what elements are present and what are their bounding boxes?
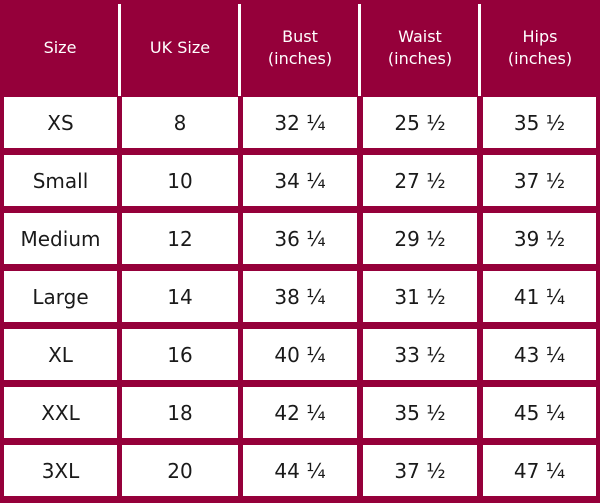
header-waist: Waist (inches) <box>360 0 480 96</box>
cell-size: XXL <box>4 387 117 438</box>
cell-uk-size: 14 <box>122 271 238 322</box>
cell-size: 3XL <box>4 445 117 496</box>
cell-bust: 44 ¼ <box>243 445 357 496</box>
header-size: Size <box>0 0 120 96</box>
cell-size: XL <box>4 329 117 380</box>
header-hips: Hips (inches) <box>480 0 600 96</box>
table-row: XL 16 40 ¼ 33 ½ 43 ¼ <box>0 329 600 386</box>
header-divider <box>478 4 481 96</box>
cell-uk-size: 20 <box>122 445 238 496</box>
header-hips-unit: (inches) <box>507 49 573 68</box>
cell-waist: 35 ½ <box>363 387 477 438</box>
cell-waist: 29 ½ <box>363 213 477 264</box>
cell-hips: 35 ½ <box>483 97 596 148</box>
cell-uk-size: 10 <box>122 155 238 206</box>
cell-size: Small <box>4 155 117 206</box>
cell-size: Large <box>4 271 117 322</box>
cell-size: XS <box>4 97 117 148</box>
header-uk-size: UK Size <box>120 0 240 96</box>
cell-hips: 45 ¼ <box>483 387 596 438</box>
cell-bust: 32 ¼ <box>243 97 357 148</box>
cell-uk-size: 12 <box>122 213 238 264</box>
cell-waist: 33 ½ <box>363 329 477 380</box>
cell-waist: 25 ½ <box>363 97 477 148</box>
cell-hips: 37 ½ <box>483 155 596 206</box>
table-row: Large 14 38 ¼ 31 ½ 41 ¼ <box>0 271 600 328</box>
header-divider <box>118 4 121 96</box>
cell-hips: 41 ¼ <box>483 271 596 322</box>
cell-bust: 38 ¼ <box>243 271 357 322</box>
header-hips-label: Hips <box>522 27 558 46</box>
header-bust-label: Bust <box>282 27 318 46</box>
header-size-label: Size <box>43 38 77 57</box>
cell-uk-size: 16 <box>122 329 238 380</box>
cell-bust: 42 ¼ <box>243 387 357 438</box>
cell-size: Medium <box>4 213 117 264</box>
header-bust-unit: (inches) <box>267 49 333 68</box>
table-row: Small 10 34 ¼ 27 ½ 37 ½ <box>0 155 600 212</box>
header-divider <box>238 4 241 96</box>
cell-hips: 43 ¼ <box>483 329 596 380</box>
cell-uk-size: 8 <box>122 97 238 148</box>
header-row: Size UK Size Bust (inches) Waist (inches… <box>0 0 600 96</box>
cell-waist: 37 ½ <box>363 445 477 496</box>
cell-uk-size: 18 <box>122 387 238 438</box>
header-waist-unit: (inches) <box>387 49 453 68</box>
header-uk-size-label: UK Size <box>149 38 211 57</box>
table-row: XXL 18 42 ¼ 35 ½ 45 ¼ <box>0 387 600 444</box>
cell-hips: 39 ½ <box>483 213 596 264</box>
table-row: Medium 12 36 ¼ 29 ½ 39 ½ <box>0 213 600 270</box>
cell-bust: 36 ¼ <box>243 213 357 264</box>
header-bust: Bust (inches) <box>240 0 360 96</box>
table-row: 3XL 20 44 ¼ 37 ½ 47 ¼ <box>0 445 600 502</box>
cell-bust: 40 ¼ <box>243 329 357 380</box>
header-waist-label: Waist <box>398 27 442 46</box>
header-divider <box>358 4 361 96</box>
table-row: XS 8 32 ¼ 25 ½ 35 ½ <box>0 97 600 154</box>
cell-bust: 34 ¼ <box>243 155 357 206</box>
cell-waist: 27 ½ <box>363 155 477 206</box>
cell-hips: 47 ¼ <box>483 445 596 496</box>
cell-waist: 31 ½ <box>363 271 477 322</box>
